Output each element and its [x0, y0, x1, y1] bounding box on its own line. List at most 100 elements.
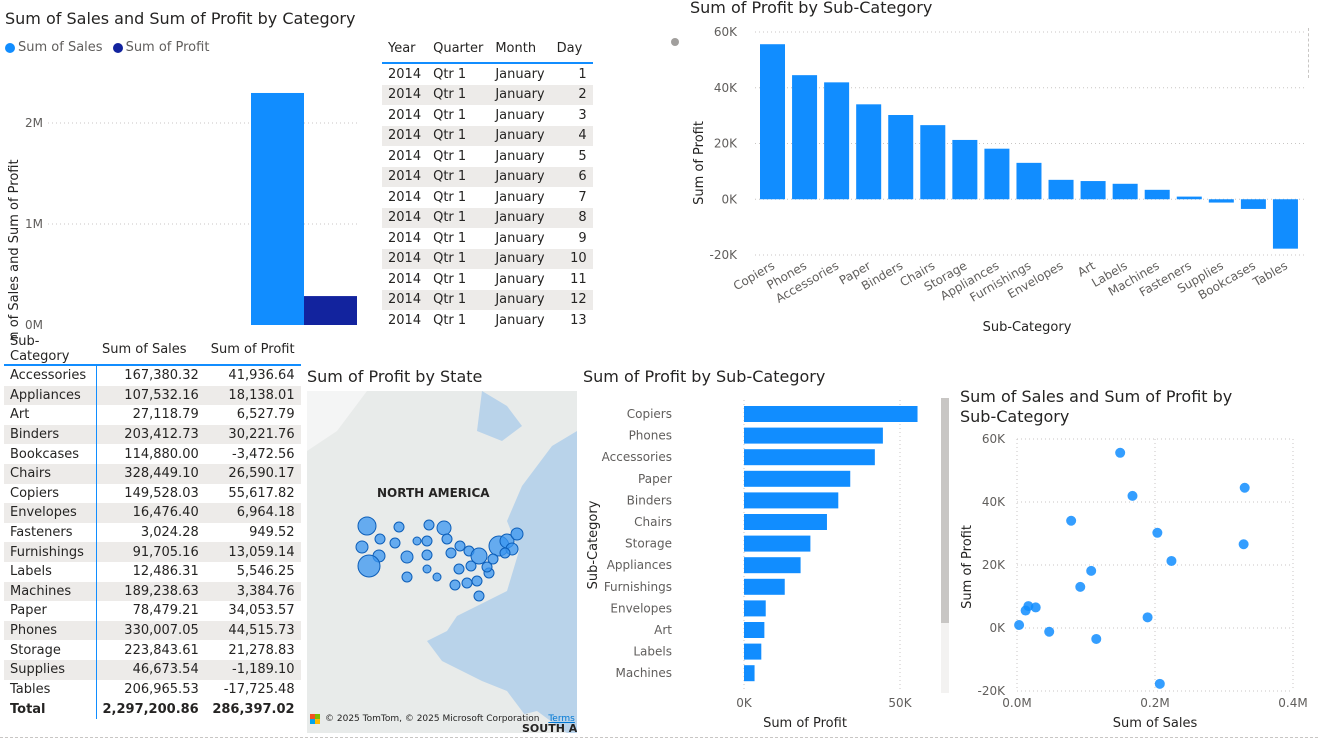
bar-labels[interactable]: [744, 643, 762, 660]
state-bubble[interactable]: [389, 537, 401, 549]
state-bubble[interactable]: [449, 579, 461, 591]
table-row[interactable]: Furnishings 91,705.16 13,059.14: [4, 542, 301, 562]
scatter-point[interactable]: [1091, 633, 1102, 644]
state-bubble[interactable]: [422, 564, 432, 574]
scatter-point[interactable]: [1020, 605, 1031, 616]
table-row[interactable]: 2014 Qtr 1 January 4: [382, 125, 593, 146]
column-art[interactable]: [1080, 181, 1106, 200]
state-bubble[interactable]: [355, 540, 369, 554]
table-row[interactable]: Art 27,118.79 6,527.79: [4, 405, 301, 425]
bar-art[interactable]: [744, 622, 765, 638]
table-row[interactable]: Tables 206,965.53 -17,725.48: [4, 679, 301, 700]
col-year[interactable]: Year: [388, 40, 416, 56]
table-row[interactable]: Binders 203,412.73 30,221.76: [4, 424, 301, 445]
col-sum-of-profit[interactable]: Sum of Profit: [204, 334, 301, 366]
column-phones[interactable]: [792, 75, 818, 200]
table-row[interactable]: Labels 12,486.31 5,546.25: [4, 561, 301, 582]
bar-storage[interactable]: [744, 535, 811, 552]
column-paper[interactable]: [856, 104, 882, 200]
table-row[interactable]: Storage 223,843.61 21,278.83: [4, 640, 301, 660]
scatter-point[interactable]: [1115, 447, 1126, 458]
table-row[interactable]: Copiers 149,528.03 55,617.82: [4, 483, 301, 504]
column-bookcases[interactable]: [1240, 199, 1266, 209]
table-row[interactable]: 2014 Qtr 1 January 5: [382, 146, 593, 167]
state-bubble[interactable]: [471, 575, 483, 587]
table-row[interactable]: 2014 Qtr 1 January 6: [382, 166, 593, 187]
table-row[interactable]: 2014 Qtr 1 January 11: [382, 269, 593, 290]
map-terms-link[interactable]: Terms: [548, 714, 575, 724]
column-furnishings[interactable]: [1016, 162, 1042, 200]
state-bubble[interactable]: [374, 533, 386, 545]
state-bubble[interactable]: [357, 516, 377, 536]
column-appliances[interactable]: [984, 148, 1010, 200]
table-row[interactable]: 2014 Qtr 1 January 10: [382, 248, 593, 269]
bar-paper[interactable]: [744, 470, 851, 487]
col-sum-of-sales[interactable]: Sum of Sales: [96, 334, 205, 366]
scatter-point[interactable]: [1014, 620, 1025, 631]
state-bubble[interactable]: [401, 571, 413, 583]
scatter-point[interactable]: [1066, 515, 1077, 526]
scatter-point[interactable]: [1142, 612, 1153, 623]
bar-chairs[interactable]: [744, 514, 827, 530]
bar-sum-of-sales[interactable]: [251, 92, 304, 325]
state-bubble[interactable]: [400, 550, 414, 564]
table-row[interactable]: 2014 Qtr 1 January 7: [382, 187, 593, 208]
table-row[interactable]: 2014 Qtr 1 January 13: [382, 310, 593, 331]
table-row[interactable]: 2014 Qtr 1 January 2: [382, 84, 593, 105]
table-row[interactable]: Chairs 328,449.10 26,590.17: [4, 463, 301, 484]
state-bubble[interactable]: [487, 553, 499, 565]
legend-item-profit[interactable]: Sum of Profit: [112, 40, 209, 55]
scatter-point[interactable]: [1238, 539, 1249, 550]
scatter-point[interactable]: [1127, 490, 1138, 501]
table-row[interactable]: 2014 Qtr 1 January 9: [382, 228, 593, 249]
scatter-point[interactable]: [1044, 626, 1055, 637]
scatter-point[interactable]: [1086, 565, 1097, 576]
state-bubble[interactable]: [465, 560, 477, 572]
bar-copiers[interactable]: [744, 406, 918, 422]
table-row[interactable]: 2014 Qtr 1 January 8: [382, 207, 593, 228]
state-bubble[interactable]: [423, 519, 435, 531]
state-bubble[interactable]: [473, 590, 485, 602]
bar-appliances[interactable]: [744, 557, 801, 574]
table-row[interactable]: Phones 330,007.05 44,515.73: [4, 620, 301, 641]
bar-furnishings[interactable]: [744, 578, 785, 595]
state-bubble[interactable]: [393, 521, 405, 533]
column-storage[interactable]: [952, 139, 978, 200]
scatter-point[interactable]: [1154, 678, 1165, 689]
table-row[interactable]: Bookcases 114,880.00 -3,472.56: [4, 444, 301, 464]
bar-machines[interactable]: [744, 665, 755, 682]
scatter-point[interactable]: [1152, 527, 1163, 538]
table-row[interactable]: 2014 Qtr 1 January 1: [382, 63, 593, 85]
column-supplies[interactable]: [1208, 199, 1234, 203]
col-month[interactable]: Month: [495, 40, 537, 56]
legend-item-sales[interactable]: Sum of Sales: [5, 40, 103, 55]
state-bubble[interactable]: [510, 527, 524, 541]
state-bubble[interactable]: [412, 536, 422, 546]
bar-binders[interactable]: [744, 492, 839, 509]
column-chairs[interactable]: [920, 125, 946, 200]
column-binders[interactable]: [888, 115, 914, 200]
state-bubble[interactable]: [481, 561, 493, 573]
column-copiers[interactable]: [760, 44, 786, 200]
bar-phones[interactable]: [744, 427, 883, 444]
state-bubble[interactable]: [421, 535, 433, 547]
table-row[interactable]: Fasteners 3,024.28 949.52: [4, 522, 301, 543]
state-bubble[interactable]: [470, 547, 488, 565]
state-bubble[interactable]: [432, 572, 442, 582]
state-profit-map[interactable]: NORTH AMERICA SOUTH AI © 2025 TomTom, © …: [307, 391, 577, 733]
column-accessories[interactable]: [824, 82, 850, 200]
state-bubble[interactable]: [445, 547, 457, 559]
scrollbar-thumb[interactable]: [941, 398, 949, 623]
state-bubble[interactable]: [499, 547, 511, 559]
table-row[interactable]: Accessories 167,380.32 41,936.64: [4, 365, 301, 386]
col-sub-category[interactable]: Sub-Category: [4, 334, 96, 366]
table-row[interactable]: Paper 78,479.21 34,053.57: [4, 601, 301, 621]
col-quarter[interactable]: Quarter: [433, 40, 484, 56]
state-bubble[interactable]: [357, 554, 381, 578]
table-row[interactable]: Machines 189,238.63 3,384.76: [4, 581, 301, 602]
column-envelopes[interactable]: [1048, 179, 1074, 200]
state-bubble[interactable]: [453, 563, 465, 575]
table-row[interactable]: Envelopes 16,476.40 6,964.18: [4, 503, 301, 523]
scatter-point[interactable]: [1166, 555, 1177, 566]
scatter-point[interactable]: [1075, 581, 1086, 592]
